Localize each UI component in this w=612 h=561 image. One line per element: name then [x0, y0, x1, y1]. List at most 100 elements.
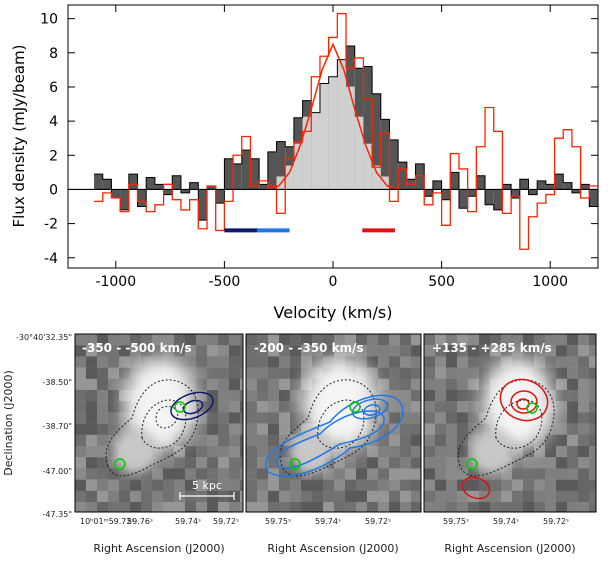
marker-circle: [526, 402, 538, 414]
emission-bar: [328, 76, 338, 190]
map-panel-1: [75, 334, 243, 512]
panel-frame: [245, 333, 422, 513]
histogram-bar: [372, 93, 381, 190]
histogram-bar: [146, 177, 155, 190]
ra-tick-label: 59.74ˢ: [493, 517, 519, 526]
histogram-bar: [241, 150, 251, 190]
histogram-bar: [441, 189, 451, 200]
histogram-bar: [537, 180, 546, 190]
marker-circle: [289, 458, 301, 470]
marker-circle: [466, 458, 478, 470]
histogram-bar: [563, 182, 572, 190]
ra-axis-label: Right Ascension (J2000): [444, 542, 575, 555]
ra-tick-label: 59.74ˢ: [175, 517, 201, 526]
histogram-bar: [189, 182, 199, 190]
red-spectrum-line: [94, 12, 598, 250]
histogram-bar: [120, 189, 129, 210]
emission-bar: [372, 165, 381, 190]
ra-axis-label: Right Ascension (J2000): [267, 542, 398, 555]
histogram-bar: [398, 162, 407, 190]
emission-bar: [311, 112, 320, 190]
histogram-bar: [467, 189, 477, 197]
ra-tick-label: 59.75ˢ: [443, 517, 469, 526]
y-tick-label: -2: [44, 217, 58, 233]
dec-tick-label: -47.00": [43, 467, 72, 476]
histogram-bar: [389, 139, 399, 190]
histogram-bar: [128, 174, 138, 190]
y-tick-label: 0: [49, 182, 58, 198]
histogram-bar: [259, 184, 268, 190]
gaussian-fit-curve: [267, 42, 399, 190]
histogram-bar: [476, 175, 486, 190]
histogram-bar: [415, 163, 425, 190]
histogram-bar: [198, 189, 208, 221]
emission-bar: [293, 143, 303, 190]
histogram-bar: [519, 179, 529, 190]
histogram-bar: [172, 175, 181, 190]
histogram-bar: [224, 158, 234, 190]
dec-tick-label: -47.35": [43, 510, 72, 519]
histogram-bar: [233, 163, 242, 190]
velocity-contours: [265, 394, 404, 477]
x-tick-label: -500: [209, 274, 241, 290]
histogram-bar: [154, 184, 164, 190]
x-tick-label: -1000: [95, 274, 136, 290]
panel-frame: [423, 333, 597, 513]
histogram-bar: [94, 174, 103, 190]
histogram-bar: [502, 184, 512, 190]
x-tick-label: 500: [428, 274, 455, 290]
dec-tick-label: -38.50": [43, 378, 72, 387]
histogram-bar: [458, 189, 468, 209]
marker-circle: [174, 401, 186, 413]
histogram-bar: [180, 189, 190, 193]
histogram-bar: [511, 189, 520, 198]
y-tick-label: -4: [44, 251, 58, 267]
emission-bar: [346, 86, 355, 190]
ra-tick-label: 59.74ˢ: [315, 517, 341, 526]
emission-bar: [319, 83, 329, 190]
histogram-bar: [493, 189, 503, 210]
y-tick-label: 6: [49, 80, 58, 96]
histogram-bar: [432, 180, 442, 190]
histogram-bar: [102, 179, 112, 190]
histogram-bar: [485, 189, 494, 205]
histogram-bar: [580, 184, 590, 190]
histogram-bar: [571, 189, 581, 193]
histogram-bar: [589, 189, 598, 207]
ra-tick-label: 59.72ˢ: [543, 517, 569, 526]
dec-tick-label: -38.70": [43, 422, 72, 431]
scale-bar: [179, 492, 235, 500]
histogram-bar: [207, 186, 216, 190]
marker-circle: [114, 458, 126, 470]
x-axis-label: Velocity (km/s): [274, 303, 393, 322]
emission-bar: [363, 143, 373, 190]
galaxy-emission: [290, 358, 378, 473]
histogram-bar: [276, 141, 286, 190]
panel-velocity-label: -200 - -350 km/s: [254, 341, 364, 355]
y-axis-label: Flux density (mJy/beam): [10, 45, 28, 228]
dotted-contours: [279, 379, 377, 477]
emission-bar: [337, 59, 347, 190]
galaxy-emission: [470, 358, 554, 473]
dec-tick-label: -30°40'32.35": [16, 333, 72, 342]
emission-bar: [354, 116, 364, 190]
ra-tick-label: 59.75ˢ: [265, 517, 291, 526]
velocity-contours: [461, 378, 549, 500]
panel-velocity-label: -350 - -500 km/s: [82, 341, 192, 355]
spectrum-chart: -1000 -500 0 500 1000 -4 -2 0 2 4 6 8 10 Velocity (…: [10, 4, 599, 322]
map-panels: -350 - -500 km/s -200 - -350 km/s +135 -…: [2, 333, 597, 555]
ra-tick-label: 10ʰ01ᵐ59.72ˢ: [80, 517, 134, 526]
ra-tick-label: 59.72ˢ: [213, 517, 239, 526]
ra-tick-label: 59.72ˢ: [365, 517, 391, 526]
map-panel-2: [246, 334, 421, 512]
histogram-bar: [363, 66, 373, 190]
ra-tick-label: 59.76ˢ: [127, 517, 153, 526]
x-tick-label: 0: [329, 274, 338, 290]
x-tick-label: 1000: [532, 274, 568, 290]
y-tick-label: 10: [40, 12, 58, 28]
histogram-bar: [215, 189, 225, 204]
ra-axis-label: Right Ascension (J2000): [93, 542, 224, 555]
histogram-bar: [450, 172, 459, 190]
panel-velocity-label: +135 - +285 km/s: [432, 341, 552, 355]
y-tick-label: 2: [49, 148, 58, 164]
